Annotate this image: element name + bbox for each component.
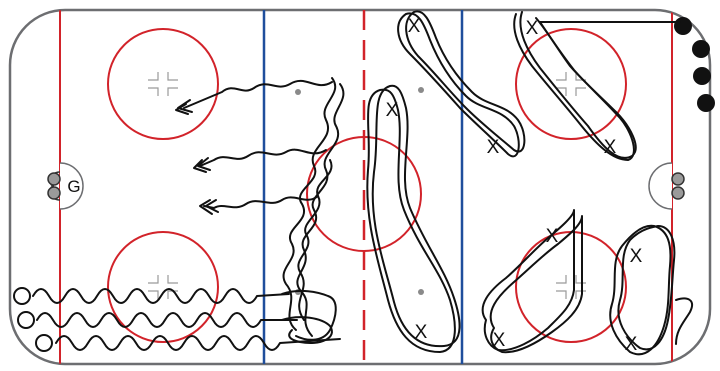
player-x: X — [604, 137, 617, 158]
player-x: X — [493, 330, 506, 351]
player-o — [35, 334, 53, 352]
faceoff-circle-top-right — [515, 28, 627, 140]
player-o — [17, 311, 35, 329]
faceoff-hash-bottom-left — [148, 275, 178, 299]
puck — [697, 94, 715, 112]
player-x: X — [415, 322, 428, 343]
faceoff-hash-top-left — [148, 72, 178, 96]
puck — [693, 67, 711, 85]
player-x: X — [625, 334, 638, 355]
neutral-dot — [418, 87, 424, 93]
goalie-marker: G — [67, 177, 80, 196]
faceoff-hash-top-right — [556, 72, 586, 96]
player-o-group — [13, 287, 53, 352]
rink-boards — [8, 8, 712, 366]
faceoff-hash-bottom-right — [556, 275, 586, 299]
arrow-path-3 — [203, 195, 319, 209]
left-goal-crease — [59, 162, 84, 210]
skating-paths — [32, 10, 694, 356]
left-goal-net — [47, 171, 61, 201]
player-x: X — [487, 137, 500, 158]
neutral-dot — [295, 89, 301, 95]
wavy-skate-path-1 — [32, 288, 290, 304]
player-x-group: X X X X X X X X X X — [386, 16, 643, 355]
puck — [692, 40, 710, 58]
wavy-skate-path-3 — [55, 335, 341, 351]
player-x: X — [526, 18, 539, 39]
arrow-path-1 — [183, 79, 333, 109]
right-goal-crease — [648, 162, 673, 210]
faceoff-circle-bottom-left — [107, 231, 219, 343]
center-faceoff-circle — [306, 136, 422, 252]
arrow-path-2 — [199, 148, 327, 167]
wavy-skate-path-2 — [36, 312, 298, 328]
player-x: X — [546, 226, 559, 247]
neutral-dot — [418, 289, 424, 295]
puck — [674, 17, 692, 35]
faceoff-circle-top-left — [107, 28, 219, 140]
player-o — [13, 287, 31, 305]
puck-stack — [674, 17, 715, 112]
right-goal-net — [671, 172, 685, 200]
player-x: X — [408, 16, 421, 37]
player-x: X — [386, 100, 399, 121]
player-x: X — [630, 246, 643, 267]
